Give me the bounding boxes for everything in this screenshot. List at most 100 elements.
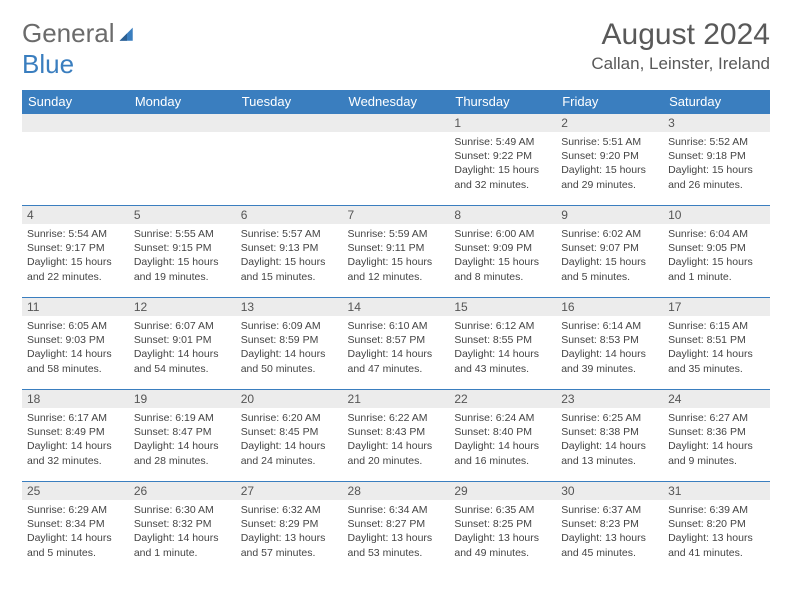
daylight-text: Daylight: 15 hours and 15 minutes. <box>241 255 338 283</box>
calendar-cell: 24Sunrise: 6:27 AMSunset: 8:36 PMDayligh… <box>663 390 770 482</box>
day-number: 27 <box>236 482 343 500</box>
sunset-text: Sunset: 8:34 PM <box>27 517 124 531</box>
day-number: 12 <box>129 298 236 316</box>
day-body: Sunrise: 5:57 AMSunset: 9:13 PMDaylight:… <box>236 224 343 288</box>
header: GeneralBlue August 2024 Callan, Leinster… <box>22 18 770 80</box>
sunrise-text: Sunrise: 6:34 AM <box>348 503 445 517</box>
calendar-cell: 9Sunrise: 6:02 AMSunset: 9:07 PMDaylight… <box>556 206 663 298</box>
day-header: Friday <box>556 90 663 114</box>
day-number: 14 <box>343 298 450 316</box>
day-body: Sunrise: 6:09 AMSunset: 8:59 PMDaylight:… <box>236 316 343 380</box>
calendar-cell: 30Sunrise: 6:37 AMSunset: 8:23 PMDayligh… <box>556 482 663 574</box>
calendar-cell <box>129 114 236 206</box>
day-body: Sunrise: 6:07 AMSunset: 9:01 PMDaylight:… <box>129 316 236 380</box>
day-number <box>22 114 129 132</box>
day-body: Sunrise: 6:04 AMSunset: 9:05 PMDaylight:… <box>663 224 770 288</box>
day-number: 6 <box>236 206 343 224</box>
day-body: Sunrise: 6:37 AMSunset: 8:23 PMDaylight:… <box>556 500 663 564</box>
sunrise-text: Sunrise: 6:17 AM <box>27 411 124 425</box>
day-body: Sunrise: 5:54 AMSunset: 9:17 PMDaylight:… <box>22 224 129 288</box>
daylight-text: Daylight: 13 hours and 41 minutes. <box>668 531 765 559</box>
sunset-text: Sunset: 8:40 PM <box>454 425 551 439</box>
daylight-text: Daylight: 14 hours and 9 minutes. <box>668 439 765 467</box>
day-body: Sunrise: 5:55 AMSunset: 9:15 PMDaylight:… <box>129 224 236 288</box>
calendar-row: 11Sunrise: 6:05 AMSunset: 9:03 PMDayligh… <box>22 298 770 390</box>
day-body: Sunrise: 6:27 AMSunset: 8:36 PMDaylight:… <box>663 408 770 472</box>
daylight-text: Daylight: 14 hours and 16 minutes. <box>454 439 551 467</box>
daylight-text: Daylight: 15 hours and 1 minute. <box>668 255 765 283</box>
sunrise-text: Sunrise: 6:12 AM <box>454 319 551 333</box>
sunset-text: Sunset: 9:03 PM <box>27 333 124 347</box>
calendar-cell: 14Sunrise: 6:10 AMSunset: 8:57 PMDayligh… <box>343 298 450 390</box>
sunset-text: Sunset: 8:57 PM <box>348 333 445 347</box>
sunset-text: Sunset: 8:36 PM <box>668 425 765 439</box>
day-body: Sunrise: 6:14 AMSunset: 8:53 PMDaylight:… <box>556 316 663 380</box>
day-body: Sunrise: 6:29 AMSunset: 8:34 PMDaylight:… <box>22 500 129 564</box>
sunset-text: Sunset: 9:15 PM <box>134 241 231 255</box>
day-body: Sunrise: 6:10 AMSunset: 8:57 PMDaylight:… <box>343 316 450 380</box>
calendar-cell: 8Sunrise: 6:00 AMSunset: 9:09 PMDaylight… <box>449 206 556 298</box>
day-header: Sunday <box>22 90 129 114</box>
calendar-cell <box>236 114 343 206</box>
day-body: Sunrise: 6:05 AMSunset: 9:03 PMDaylight:… <box>22 316 129 380</box>
day-body: Sunrise: 5:49 AMSunset: 9:22 PMDaylight:… <box>449 132 556 196</box>
calendar-cell: 11Sunrise: 6:05 AMSunset: 9:03 PMDayligh… <box>22 298 129 390</box>
day-number: 23 <box>556 390 663 408</box>
day-body: Sunrise: 6:22 AMSunset: 8:43 PMDaylight:… <box>343 408 450 472</box>
sunrise-text: Sunrise: 6:32 AM <box>241 503 338 517</box>
calendar-cell: 22Sunrise: 6:24 AMSunset: 8:40 PMDayligh… <box>449 390 556 482</box>
day-number <box>343 114 450 132</box>
sunrise-text: Sunrise: 6:30 AM <box>134 503 231 517</box>
calendar-cell: 23Sunrise: 6:25 AMSunset: 8:38 PMDayligh… <box>556 390 663 482</box>
sunset-text: Sunset: 9:17 PM <box>27 241 124 255</box>
day-number: 28 <box>343 482 450 500</box>
calendar-cell: 2Sunrise: 5:51 AMSunset: 9:20 PMDaylight… <box>556 114 663 206</box>
day-body: Sunrise: 6:17 AMSunset: 8:49 PMDaylight:… <box>22 408 129 472</box>
sunrise-text: Sunrise: 6:04 AM <box>668 227 765 241</box>
day-header: Thursday <box>449 90 556 114</box>
sunrise-text: Sunrise: 5:57 AM <box>241 227 338 241</box>
day-body: Sunrise: 6:32 AMSunset: 8:29 PMDaylight:… <box>236 500 343 564</box>
sunset-text: Sunset: 8:47 PM <box>134 425 231 439</box>
day-header: Wednesday <box>343 90 450 114</box>
calendar-cell: 7Sunrise: 5:59 AMSunset: 9:11 PMDaylight… <box>343 206 450 298</box>
daylight-text: Daylight: 13 hours and 53 minutes. <box>348 531 445 559</box>
calendar-cell: 4Sunrise: 5:54 AMSunset: 9:17 PMDaylight… <box>22 206 129 298</box>
calendar-cell <box>343 114 450 206</box>
day-body: Sunrise: 6:24 AMSunset: 8:40 PMDaylight:… <box>449 408 556 472</box>
daylight-text: Daylight: 14 hours and 32 minutes. <box>27 439 124 467</box>
sunset-text: Sunset: 9:01 PM <box>134 333 231 347</box>
month-title: August 2024 <box>591 18 770 52</box>
day-number: 11 <box>22 298 129 316</box>
calendar-cell <box>22 114 129 206</box>
sunset-text: Sunset: 9:20 PM <box>561 149 658 163</box>
calendar-row: 18Sunrise: 6:17 AMSunset: 8:49 PMDayligh… <box>22 390 770 482</box>
brand-part2: Blue <box>22 49 74 79</box>
calendar-cell: 20Sunrise: 6:20 AMSunset: 8:45 PMDayligh… <box>236 390 343 482</box>
day-number: 30 <box>556 482 663 500</box>
day-number: 18 <box>22 390 129 408</box>
sunrise-text: Sunrise: 6:02 AM <box>561 227 658 241</box>
sunset-text: Sunset: 8:45 PM <box>241 425 338 439</box>
calendar-cell: 29Sunrise: 6:35 AMSunset: 8:25 PMDayligh… <box>449 482 556 574</box>
daylight-text: Daylight: 15 hours and 32 minutes. <box>454 163 551 191</box>
sunset-text: Sunset: 9:18 PM <box>668 149 765 163</box>
day-number: 21 <box>343 390 450 408</box>
sunset-text: Sunset: 8:25 PM <box>454 517 551 531</box>
title-block: August 2024 Callan, Leinster, Ireland <box>591 18 770 74</box>
calendar-table: Sunday Monday Tuesday Wednesday Thursday… <box>22 90 770 574</box>
day-body: Sunrise: 6:39 AMSunset: 8:20 PMDaylight:… <box>663 500 770 564</box>
day-number: 19 <box>129 390 236 408</box>
day-number: 10 <box>663 206 770 224</box>
sunrise-text: Sunrise: 6:29 AM <box>27 503 124 517</box>
day-number <box>236 114 343 132</box>
day-number: 8 <box>449 206 556 224</box>
day-body: Sunrise: 5:52 AMSunset: 9:18 PMDaylight:… <box>663 132 770 196</box>
sunset-text: Sunset: 8:53 PM <box>561 333 658 347</box>
sunrise-text: Sunrise: 6:35 AM <box>454 503 551 517</box>
daylight-text: Daylight: 14 hours and 43 minutes. <box>454 347 551 375</box>
daylight-text: Daylight: 13 hours and 57 minutes. <box>241 531 338 559</box>
day-body: Sunrise: 6:00 AMSunset: 9:09 PMDaylight:… <box>449 224 556 288</box>
calendar-cell: 13Sunrise: 6:09 AMSunset: 8:59 PMDayligh… <box>236 298 343 390</box>
sunrise-text: Sunrise: 5:52 AM <box>668 135 765 149</box>
